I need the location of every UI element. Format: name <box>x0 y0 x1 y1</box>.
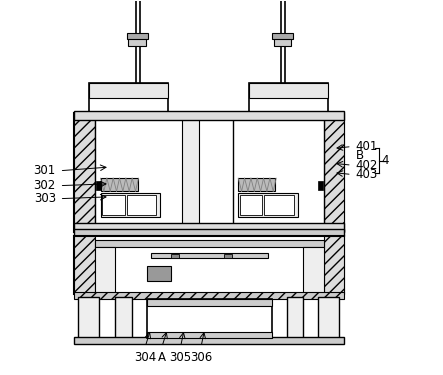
Bar <box>74 236 95 294</box>
Bar <box>74 229 344 236</box>
Bar <box>147 299 272 306</box>
Bar <box>240 195 262 215</box>
Bar <box>89 83 167 113</box>
Bar <box>102 195 125 215</box>
Text: 304: 304 <box>134 351 156 364</box>
Bar <box>233 117 324 226</box>
Bar <box>116 297 132 338</box>
Bar <box>264 195 294 215</box>
Text: 401: 401 <box>355 140 378 153</box>
Text: 4: 4 <box>381 154 389 167</box>
Bar <box>74 113 344 232</box>
Bar <box>74 337 344 344</box>
Bar <box>324 113 344 232</box>
Bar <box>127 33 148 39</box>
Circle shape <box>146 266 163 282</box>
Bar <box>249 83 327 98</box>
Bar <box>127 195 156 215</box>
Bar <box>95 247 116 294</box>
Bar <box>272 33 293 39</box>
Bar <box>147 266 171 281</box>
Bar <box>151 253 268 258</box>
Bar <box>238 193 298 217</box>
Text: 306: 306 <box>190 351 212 364</box>
Text: 305: 305 <box>170 351 192 364</box>
Bar <box>95 117 186 226</box>
Bar <box>95 240 324 247</box>
Bar <box>74 223 344 232</box>
Bar <box>171 254 179 258</box>
Bar <box>225 254 232 258</box>
Bar <box>74 292 344 299</box>
Bar <box>147 332 272 338</box>
Bar <box>89 83 167 98</box>
Text: 403: 403 <box>355 168 378 181</box>
Bar <box>274 37 291 46</box>
Bar <box>96 181 101 190</box>
Text: 303: 303 <box>34 192 56 205</box>
Bar <box>249 83 327 113</box>
Bar <box>318 181 323 190</box>
Bar <box>147 299 272 338</box>
Text: 301: 301 <box>34 164 56 177</box>
Bar <box>324 236 344 294</box>
Bar <box>238 178 276 191</box>
Bar <box>74 113 95 232</box>
Text: 402: 402 <box>355 159 378 172</box>
Bar <box>287 297 303 338</box>
Bar <box>183 113 199 232</box>
Bar <box>101 178 138 191</box>
Bar <box>74 111 344 120</box>
Bar <box>78 297 99 338</box>
Bar <box>101 193 160 217</box>
Bar <box>128 37 146 46</box>
Bar <box>303 247 324 294</box>
Text: 302: 302 <box>34 179 56 192</box>
Bar <box>318 297 339 338</box>
Text: B: B <box>355 149 364 162</box>
Circle shape <box>200 268 209 278</box>
Text: A: A <box>158 351 166 364</box>
Bar <box>74 236 344 294</box>
